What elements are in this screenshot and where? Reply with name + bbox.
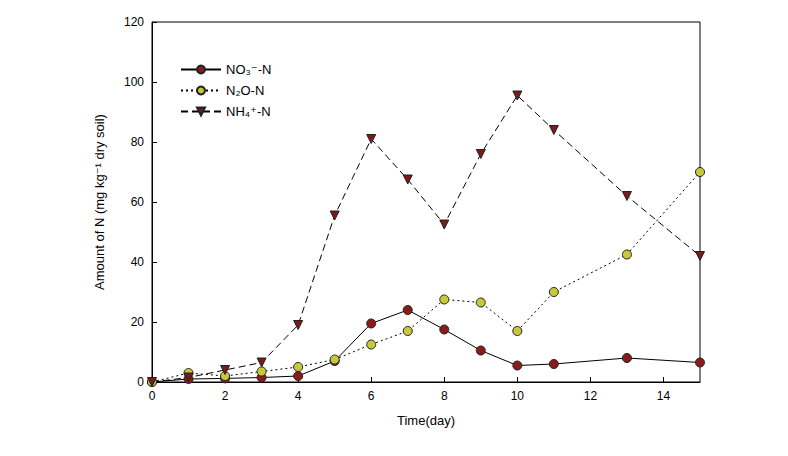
svg-text:40: 40 bbox=[131, 255, 145, 269]
svg-text:Time(day): Time(day) bbox=[397, 413, 455, 428]
svg-text:0: 0 bbox=[149, 389, 156, 403]
svg-text:2: 2 bbox=[222, 389, 229, 403]
svg-text:6: 6 bbox=[368, 389, 375, 403]
svg-text:60: 60 bbox=[131, 195, 145, 209]
svg-text:120: 120 bbox=[124, 15, 144, 29]
svg-text:N₂O-N: N₂O-N bbox=[226, 83, 264, 98]
svg-text:80: 80 bbox=[131, 135, 145, 149]
svg-text:12: 12 bbox=[584, 389, 598, 403]
svg-text:Amount of N (mg kg⁻¹ dry soil): Amount of N (mg kg⁻¹ dry soil) bbox=[92, 114, 107, 290]
svg-text:8: 8 bbox=[441, 389, 448, 403]
svg-text:100: 100 bbox=[124, 75, 144, 89]
svg-text:0: 0 bbox=[137, 375, 144, 389]
svg-text:4: 4 bbox=[295, 389, 302, 403]
svg-text:14: 14 bbox=[657, 389, 671, 403]
svg-text:NO₃⁻-N: NO₃⁻-N bbox=[226, 62, 271, 77]
svg-text:10: 10 bbox=[511, 389, 525, 403]
svg-text:20: 20 bbox=[131, 315, 145, 329]
svg-text:NH₄⁺-N: NH₄⁺-N bbox=[226, 104, 271, 119]
